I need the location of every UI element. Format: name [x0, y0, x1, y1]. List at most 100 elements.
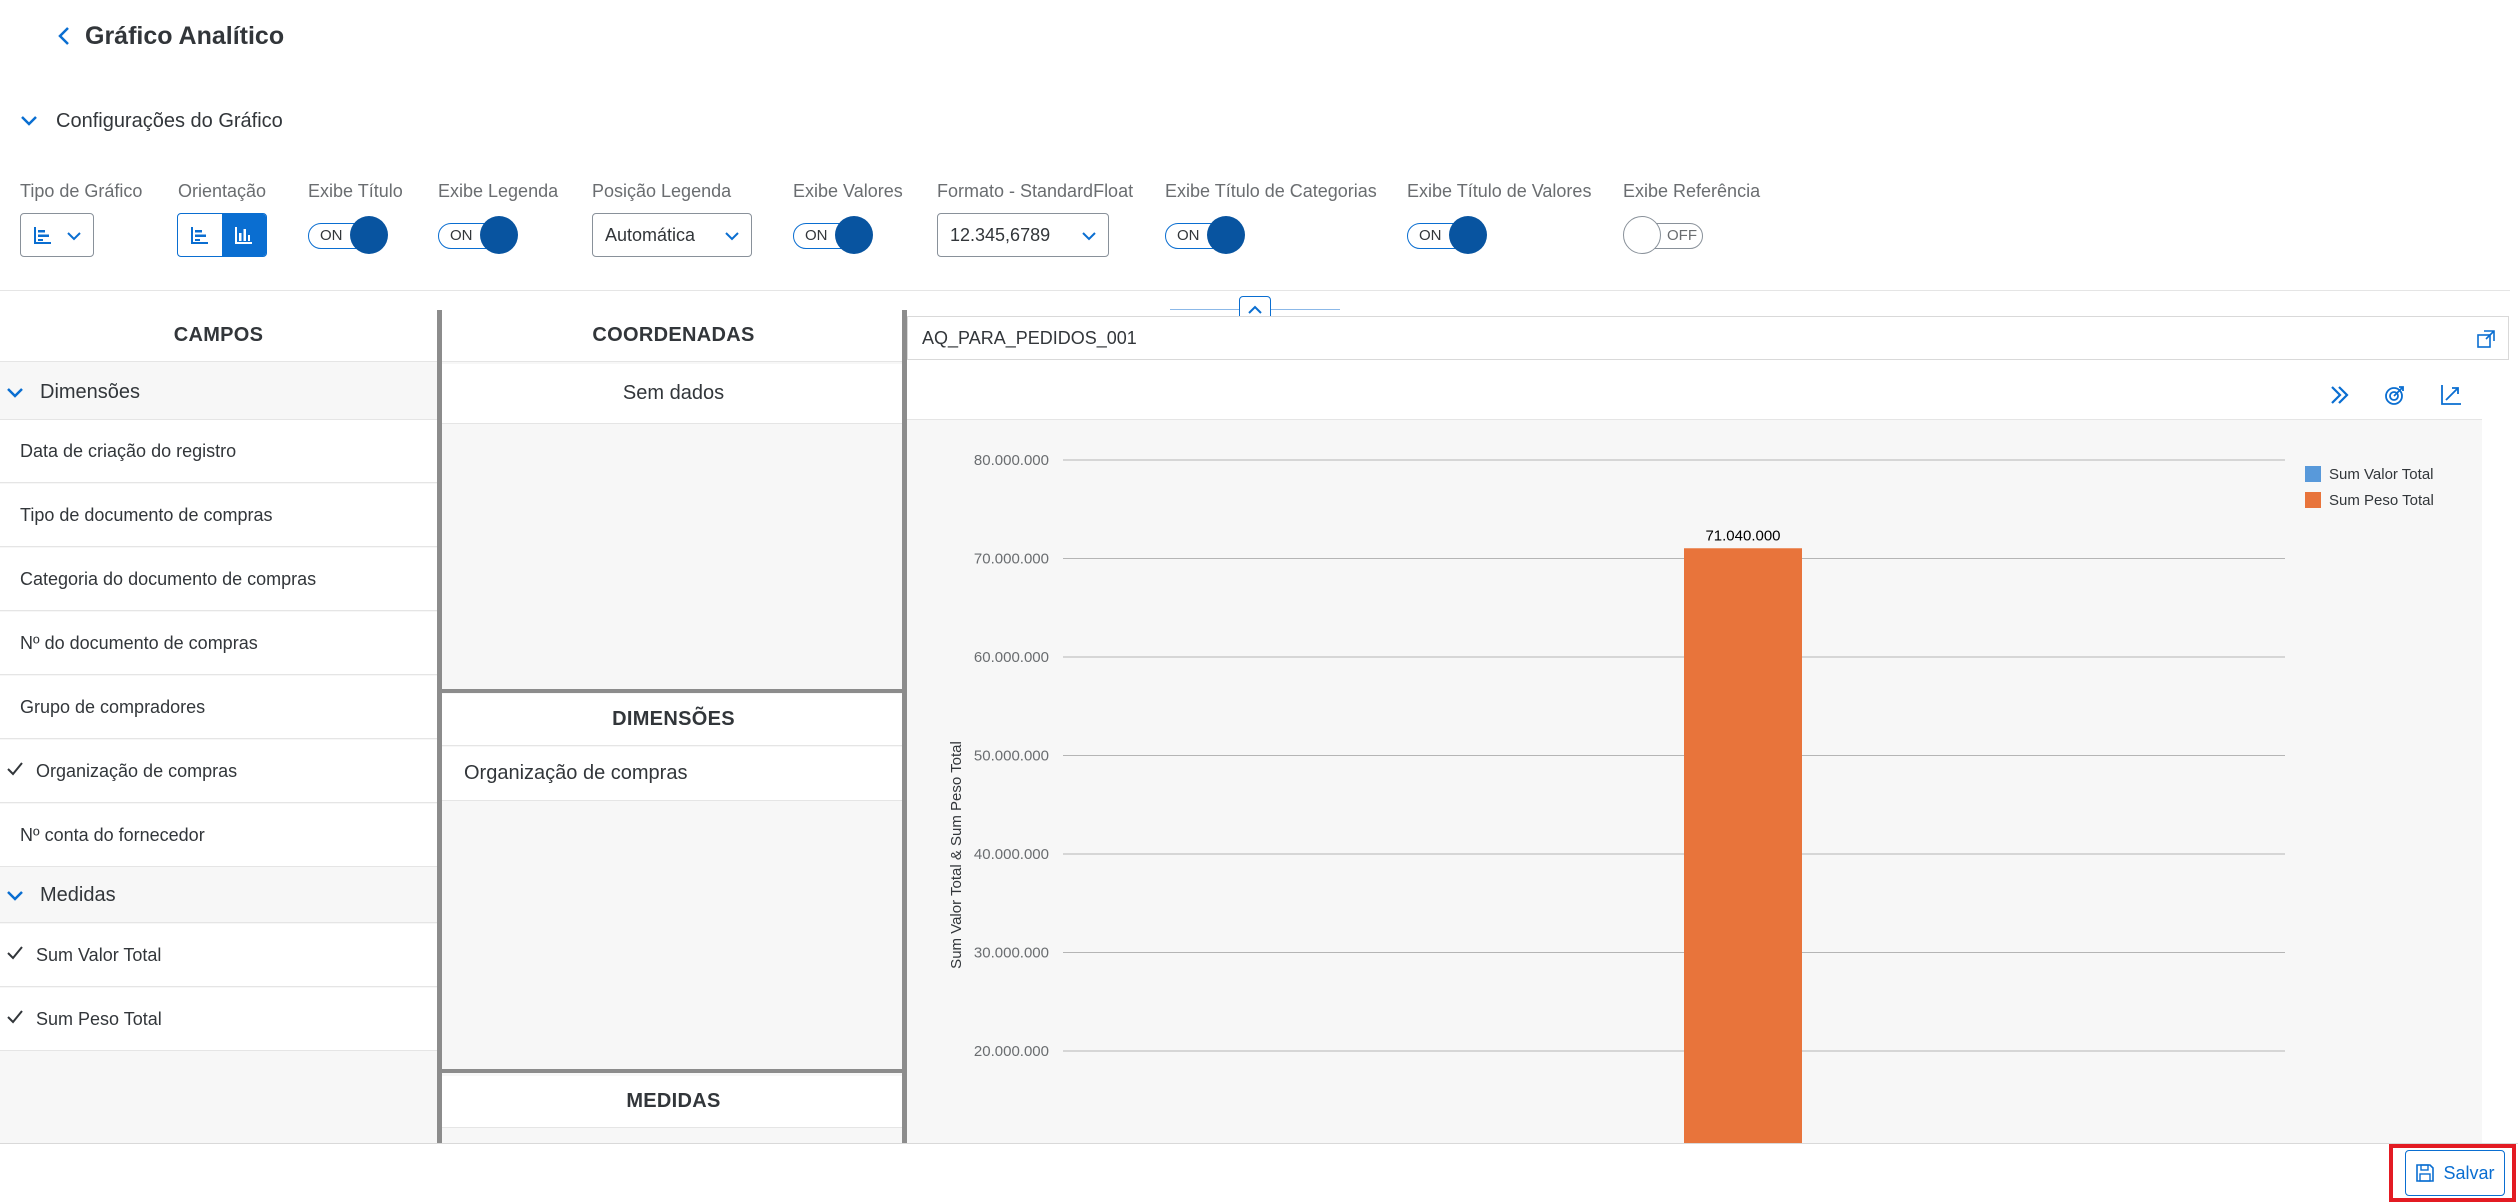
horizontal-bar-icon	[191, 227, 208, 244]
legend-swatch[interactable]	[2305, 466, 2321, 482]
switch-state: ON	[320, 227, 343, 244]
chart-plot-area: 20.000.000 30.000.000 40.000.000 50.000.000…	[907, 420, 2482, 1144]
field-item-label: Sum Peso Total	[36, 1008, 162, 1029]
chart-toolbar	[907, 360, 2509, 420]
show-value-title-switch[interactable]: ON	[1407, 216, 1487, 254]
field-item[interactable]: Categoria do documento de compras	[0, 548, 437, 611]
coordinates-divider	[442, 1069, 905, 1073]
show-values-label: Exibe Valores	[793, 181, 903, 201]
switch-state: ON	[450, 227, 473, 244]
y-axis-title: Sum Valor Total & Sum Peso Total	[948, 741, 965, 969]
y-tick-label: 20.000.000	[974, 1043, 1049, 1060]
orientation-label: Orientação	[178, 181, 267, 201]
legend-swatch[interactable]	[2305, 492, 2321, 508]
field-item[interactable]: Nº do documento de compras	[0, 612, 437, 675]
popout-icon[interactable]	[2476, 329, 2496, 349]
show-reference-label: Exibe Referência	[1623, 181, 1761, 201]
checkmark-icon	[7, 1010, 23, 1024]
switch-knob	[1207, 216, 1245, 254]
config-section-toggle[interactable]: Configurações do Gráfico	[18, 106, 283, 136]
orientation-segmented	[177, 213, 267, 257]
vertical-bar-icon	[235, 227, 252, 244]
page-header: Gráfico Analítico	[0, 0, 2518, 72]
field-item-label: Sum Valor Total	[36, 944, 162, 965]
y-tick-label: 60.000.000	[974, 649, 1049, 666]
orientation-vertical-button[interactable]	[222, 214, 266, 256]
save-label: Salvar	[2443, 1162, 2495, 1183]
field-item[interactable]: Sum Peso Total	[0, 988, 437, 1051]
panel-divider[interactable]	[902, 310, 907, 1144]
dimensions-group-header[interactable]: Dimensões	[0, 366, 437, 420]
back-chevron-icon[interactable]	[50, 20, 78, 52]
legend-position-value: Automática	[605, 224, 696, 245]
legend-label[interactable]: Sum Peso Total	[2329, 492, 2434, 509]
measures-group-label: Medidas	[40, 884, 116, 906]
y-tick-label: 40.000.000	[974, 846, 1049, 863]
save-icon	[2416, 1164, 2435, 1182]
legend-position-select[interactable]: Automática	[592, 213, 752, 257]
field-item-label: Grupo de compradores	[20, 696, 206, 717]
orientation-horizontal-button[interactable]	[178, 214, 222, 256]
field-item[interactable]: Grupo de compradores	[0, 676, 437, 739]
switch-knob	[480, 216, 518, 254]
field-item[interactable]: Organização de compras	[0, 740, 437, 803]
switch-state: ON	[1177, 227, 1200, 244]
checkmark-icon	[7, 946, 23, 960]
y-tick-label: 70.000.000	[974, 551, 1049, 568]
format-label: Formato - StandardFloat	[937, 181, 1134, 201]
legend-label[interactable]: Sum Valor Total	[2329, 466, 2434, 483]
save-button[interactable]: Salvar	[2405, 1150, 2505, 1196]
bar-data-label: 71.040.000	[1705, 527, 1780, 544]
field-item[interactable]: Data de criação do registro	[0, 420, 437, 483]
switch-state: ON	[805, 227, 828, 244]
format-value: 12.345,6789	[950, 224, 1051, 245]
bar-sum-peso-total[interactable]	[1684, 548, 1802, 1144]
panel-divider[interactable]	[437, 310, 442, 1144]
chart-type-label: Tipo de Gráfico	[20, 181, 143, 201]
show-category-title-switch[interactable]: ON	[1165, 216, 1245, 254]
field-item[interactable]: Nº conta do fornecedor	[0, 804, 437, 867]
fields-header: CAMPOS	[0, 310, 437, 362]
field-item-label: Data de criação do registro	[20, 440, 237, 461]
coordinates-divider	[442, 689, 905, 693]
coordinates-panel: COORDENADAS Sem dados DIMENSÕES Organiza…	[442, 310, 905, 1144]
show-values-switch[interactable]: ON	[793, 216, 873, 254]
highlight-box	[2389, 1144, 2516, 1202]
chart-type-select[interactable]	[20, 213, 94, 257]
chevron-down-icon	[67, 232, 81, 241]
field-item-label: Categoria do documento de compras	[20, 568, 317, 589]
switch-state: OFF	[1667, 227, 1697, 244]
field-item[interactable]: Tipo de documento de compras	[0, 484, 437, 547]
field-item[interactable]: Sum Valor Total	[0, 924, 437, 987]
switch-knob	[350, 216, 388, 254]
show-legend-switch[interactable]: ON	[438, 216, 518, 254]
show-category-title-label: Exibe Título de Categorias	[1165, 181, 1377, 201]
show-legend-label: Exibe Legenda	[438, 181, 559, 201]
field-item-label: Nº conta do fornecedor	[20, 824, 205, 845]
measures-group-header[interactable]: Medidas	[0, 869, 437, 923]
dimensions-group-label: Dimensões	[40, 381, 141, 403]
dimensions-drop-header: DIMENSÕES	[442, 694, 905, 746]
show-title-switch[interactable]: ON	[308, 216, 388, 254]
legend-position-label: Posição Legenda	[592, 181, 732, 201]
bar-chart: 20.000.000 30.000.000 40.000.000 50.000.000…	[948, 452, 2434, 1144]
dimension-drop-item[interactable]: Organização de compras	[442, 747, 905, 801]
field-item-label: Organização de compras	[36, 760, 238, 781]
show-title-label: Exibe Título	[308, 181, 403, 201]
double-chevron-right-icon[interactable]	[2327, 382, 2353, 408]
target-icon[interactable]	[2382, 382, 2408, 408]
toolbar-divider	[907, 419, 2482, 420]
config-separator	[0, 290, 2510, 291]
chevron-down-icon	[725, 232, 739, 241]
axis-zoom-icon[interactable]	[2438, 382, 2464, 408]
chart-card-title-text: AQ_PARA_PEDIDOS_001	[922, 327, 1137, 348]
show-reference-switch[interactable]: OFF	[1623, 216, 1703, 254]
switch-knob	[1623, 216, 1661, 254]
page-title: Gráfico Analítico	[85, 22, 285, 50]
y-tick-label: 80.000.000	[974, 452, 1049, 469]
format-select[interactable]: 12.345,6789	[937, 213, 1109, 257]
y-tick-label: 50.000.000	[974, 748, 1049, 765]
chevron-down-icon	[7, 387, 23, 398]
config-section-label: Configurações do Gráfico	[56, 110, 283, 132]
coordinates-empty: Sem dados	[442, 364, 905, 424]
